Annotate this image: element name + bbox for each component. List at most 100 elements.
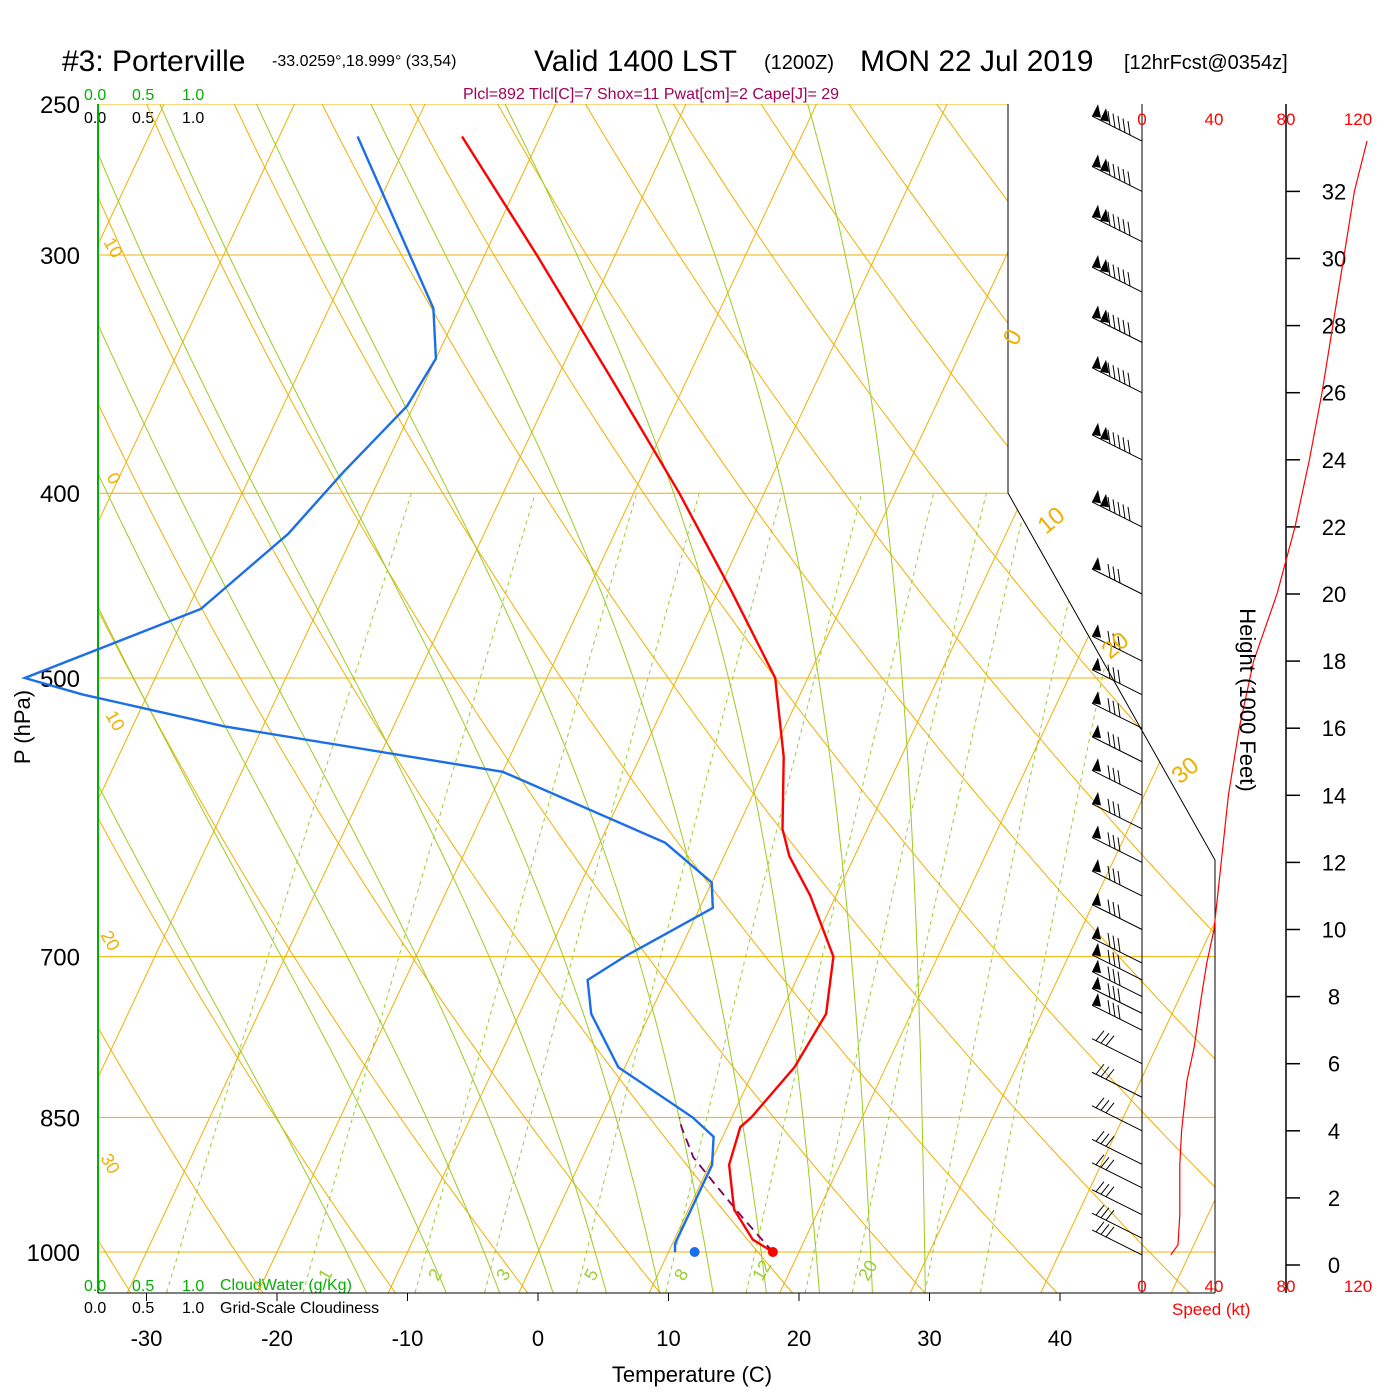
height-tick-label: 32 <box>1322 179 1346 204</box>
moist-adiabat-line <box>98 104 509 1293</box>
height-tick-label: 6 <box>1328 1052 1340 1077</box>
wind-barb-flag <box>1092 255 1101 269</box>
dry-adiabat-line <box>565 104 1215 1293</box>
wind-barb-feather <box>1117 803 1121 818</box>
dry-adiabat-line <box>98 104 680 1293</box>
wind-barb-flag <box>1092 926 1101 940</box>
wind-barb-feather <box>1117 317 1121 332</box>
wind-barb-feather <box>1107 832 1111 847</box>
wind-barb-feather <box>1112 113 1116 128</box>
wind-barb-shaft <box>1091 702 1143 729</box>
wind-barb-feather <box>1107 949 1111 964</box>
dry-adiabat-line <box>825 104 1215 1293</box>
isotherm-line <box>98 104 442 1293</box>
wind-barb-feather <box>1117 1005 1121 1020</box>
x-tick-label: 0 <box>532 1326 544 1351</box>
wind-barb-feather <box>1100 1183 1110 1195</box>
wind-barb-feather <box>1112 163 1116 178</box>
moist-adiabat-line <box>98 104 613 1293</box>
wind-barb-feather <box>1107 798 1111 813</box>
wind-barb-shaft <box>1091 987 1143 1014</box>
wind-barb-flag <box>1092 976 1101 990</box>
wind-barb-shaft <box>1091 367 1143 394</box>
height-tick-label: 14 <box>1322 783 1346 808</box>
wind-barb-flag <box>1092 959 1101 974</box>
wind-barb-feather <box>1112 700 1116 715</box>
wind-barb-feather <box>1117 166 1121 181</box>
wind-barb-feather <box>1107 899 1111 914</box>
wind-barb-feather <box>1107 966 1111 981</box>
wind-barb-feather <box>1107 161 1111 176</box>
wind-barb-feather <box>1112 969 1116 984</box>
axis-ticks: -30 -20 -10 0 10 20 30 402503004005007008501000… <box>27 92 1373 1351</box>
parcel-path <box>678 1117 774 1253</box>
moist-adiabat-line <box>98 104 378 1293</box>
dry-adiabat-line <box>218 104 1080 1293</box>
wind-barb-shaft <box>1091 669 1143 696</box>
wind-barb-flag <box>1100 426 1109 441</box>
wind-barb-feather <box>1107 211 1111 226</box>
wind-barb-feather <box>1117 116 1121 131</box>
mixing-ratio-line <box>412 493 638 1293</box>
wind-barb-feather <box>1105 1226 1115 1238</box>
wind-speed-line <box>1170 140 1368 1256</box>
valid-time: Valid 1400 LST <box>534 45 737 78</box>
isotherm-label: 30 <box>97 1150 124 1177</box>
isotherm-line <box>98 104 572 1293</box>
wind-barb-feather <box>1117 266 1121 282</box>
p-tick-label: 850 <box>40 1105 80 1132</box>
valid-date: MON 22 Jul 2019 <box>860 45 1093 78</box>
dewpoint-line <box>21 136 715 1252</box>
zulu-time: (1200Z) <box>764 52 834 74</box>
height-tick-label: 18 <box>1322 649 1346 674</box>
wind-barb-feather <box>1107 731 1111 746</box>
wind-barb-flag <box>1092 154 1101 168</box>
cloud-legend-top: 0.0 0.5 1.0 0.0 0.5 1.0 <box>84 87 204 127</box>
x-tick-label: -30 <box>131 1326 163 1351</box>
wind-barb-shaft <box>1091 904 1143 930</box>
wind-barb-shaft <box>1091 115 1143 142</box>
wind-barb-feather <box>1105 1186 1115 1197</box>
dry-adiabat-line <box>98 104 546 1293</box>
wind-barb-flag <box>1092 489 1101 504</box>
wind-barb-shaft <box>1091 937 1143 964</box>
wind-barb-flag <box>1100 259 1109 273</box>
wind-barb-feather <box>1117 954 1121 969</box>
isotherm-line <box>507 104 1094 1293</box>
x-tick-label: 20 <box>787 1326 811 1351</box>
isotherm-label: 0 <box>103 469 125 488</box>
wind-barb-feather <box>1107 765 1111 780</box>
height-tick-label: 26 <box>1322 381 1346 406</box>
wind-barb-feather <box>1112 734 1116 749</box>
wind-barb-shaft <box>1091 1038 1143 1065</box>
wind-barb-feather <box>1117 703 1121 718</box>
wind-barb-flag <box>1092 557 1101 571</box>
wind-barb-feather <box>1112 214 1116 229</box>
wind-barb-feather <box>1117 216 1121 231</box>
isotherm-line <box>768 104 1215 1293</box>
cloud-bottom-2: 1.0 <box>182 1278 204 1295</box>
mixing-ratio-label: 12 <box>748 1257 775 1284</box>
wind-barb-flag <box>1100 158 1109 172</box>
height-tick-label: 20 <box>1322 582 1346 607</box>
wind-barb-feather <box>1112 264 1116 279</box>
wind-barb-feather <box>1107 664 1111 679</box>
wind-barb-shaft <box>1091 1004 1143 1031</box>
wind-barb-flag <box>1092 691 1101 705</box>
wind-barb-feather <box>1117 870 1121 886</box>
x-axis-title: Temperature (C) <box>612 1362 772 1387</box>
wind-barb-feather <box>1105 1102 1115 1114</box>
mixing-ratio-line <box>850 493 1029 1293</box>
mixing-ratio-label: 8 <box>670 1265 692 1284</box>
wind-barb-shaft <box>1091 1189 1143 1216</box>
x-tick-label: 10 <box>656 1326 680 1351</box>
wind-barb-feather <box>1095 1030 1105 1042</box>
wind-barb-feather <box>1107 111 1111 126</box>
wind-barb-flag <box>1092 791 1101 806</box>
wind-barb-feather <box>1117 669 1121 684</box>
dry-adiabat-line <box>98 104 813 1293</box>
wind-barb-feather <box>1112 1002 1116 1017</box>
wind-barb-shaft <box>1091 316 1143 343</box>
wind-barb-feather <box>1112 633 1116 648</box>
